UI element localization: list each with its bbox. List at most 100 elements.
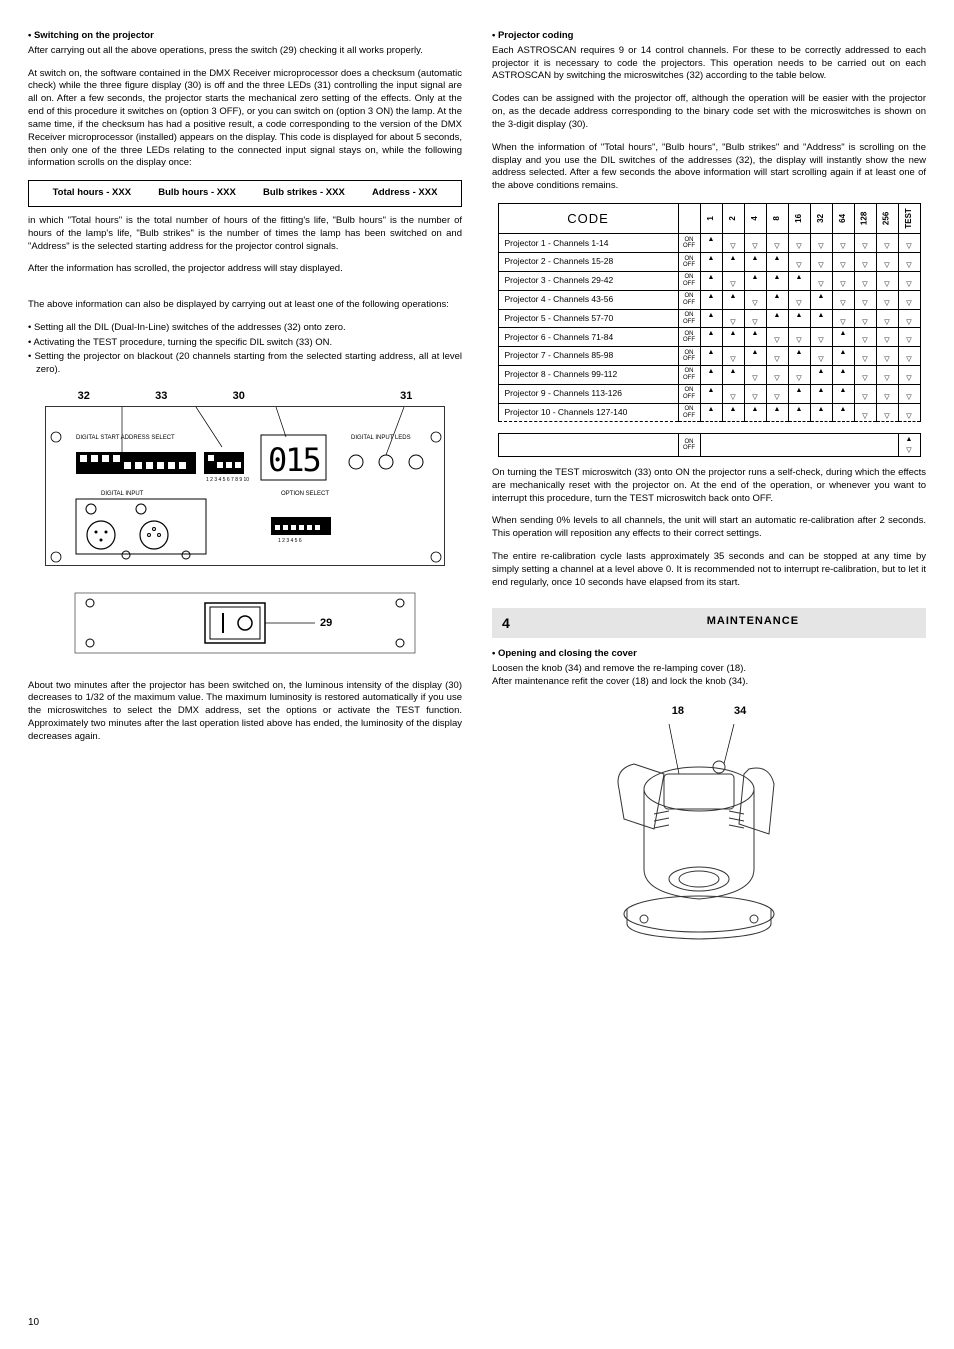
dip-cell (810, 384, 832, 403)
dip-cell (854, 403, 876, 422)
section-header-maintenance: 4 MAINTENANCE (492, 608, 926, 639)
dip-cell (832, 384, 854, 403)
dip-cell (744, 403, 766, 422)
dip-cell (766, 328, 788, 347)
para: After maintenance refit the cover (18) a… (492, 676, 926, 689)
callout-33: 33 (155, 389, 167, 404)
dip-cell (898, 328, 920, 347)
dip-cell (898, 403, 920, 422)
dip-cell (722, 253, 744, 272)
list-item: Setting the projector on blackout (20 ch… (28, 351, 462, 377)
callout-32: 32 (78, 389, 90, 404)
dip-cell (876, 272, 898, 291)
dip-cell (876, 234, 898, 253)
dip-cell (854, 272, 876, 291)
dip-cell (788, 366, 810, 385)
para: After the information has scrolled, the … (28, 263, 462, 276)
dip-cell (766, 290, 788, 309)
dip-cell (722, 366, 744, 385)
dip-cell (876, 347, 898, 366)
dip-cell (722, 290, 744, 309)
switch-diagram: 29 (45, 583, 445, 668)
table-row-label: Projector 5 - Channels 57-70 (498, 309, 678, 328)
table-row-label: Projector 3 - Channels 29-42 (498, 272, 678, 291)
dip-cell (854, 328, 876, 347)
dip-cell (766, 309, 788, 328)
table-row-label: Projector 2 - Channels 15-28 (498, 253, 678, 272)
para: When the information of "Total hours", "… (492, 142, 926, 193)
info-item: Address - XXX (372, 187, 437, 200)
para: The entire re-calibration cycle lasts ap… (492, 551, 926, 589)
device-illustration: 18 34 (492, 704, 926, 954)
dip-cell (854, 309, 876, 328)
dip-cell (832, 403, 854, 422)
dip-cell (766, 347, 788, 366)
control-panel-diagram: 32 33 30 31 DIGITAL START ADDRESS SELECT… (45, 389, 445, 571)
dip-cell (876, 290, 898, 309)
dip-cell (744, 253, 766, 272)
dip-cell (700, 328, 722, 347)
dip-cell (722, 309, 744, 328)
dip-cell (854, 290, 876, 309)
dip-cell (766, 403, 788, 422)
list-item: Setting all the DIL (Dual-In-Line) switc… (28, 322, 462, 335)
dip-cell (898, 253, 920, 272)
dip-cell (832, 347, 854, 366)
table-row-label: Projector 9 - Channels 113-126 (498, 384, 678, 403)
dip-cell (810, 366, 832, 385)
dip-cell (854, 234, 876, 253)
section-title: MAINTENANCE (590, 614, 916, 633)
dip-cell (876, 384, 898, 403)
dip-cell (832, 253, 854, 272)
dip-cell (832, 290, 854, 309)
dip-cell (898, 272, 920, 291)
dip-cell (876, 366, 898, 385)
dip-cell (744, 234, 766, 253)
svg-text:OPTION SELECT: OPTION SELECT (281, 491, 329, 497)
callout-18: 18 (672, 704, 684, 719)
dip-cell (744, 366, 766, 385)
dip-cell (744, 384, 766, 403)
dip-cell (832, 234, 854, 253)
dip-cell (700, 290, 722, 309)
dip-cell (766, 234, 788, 253)
table-row-label: Projector 10 - Channels 127-140 (498, 403, 678, 422)
info-item: Total hours - XXX (53, 187, 131, 200)
dip-cell (810, 403, 832, 422)
callout-31: 31 (400, 389, 412, 404)
para: The above information can also be displa… (28, 299, 462, 312)
left-column: • Switching on the projector After carry… (28, 30, 462, 1316)
dip-cell (832, 328, 854, 347)
page-number: 10 (28, 1316, 926, 1330)
dip-cell (788, 272, 810, 291)
dip-cell (722, 347, 744, 366)
dip-cell (788, 328, 810, 347)
dip-cell (832, 366, 854, 385)
svg-text:1 2 3 4 5 6 7 8 9 10: 1 2 3 4 5 6 7 8 9 10 (206, 477, 249, 483)
para: When sending 0% levels to all channels, … (492, 515, 926, 541)
dip-cell (766, 253, 788, 272)
para: Codes can be assigned with the projector… (492, 93, 926, 131)
table-row-label: Projector 7 - Channels 85-98 (498, 347, 678, 366)
dip-cell (898, 290, 920, 309)
para: in which "Total hours" is the total numb… (28, 215, 462, 253)
code-header: CODE (498, 203, 678, 234)
dip-cell (788, 253, 810, 272)
panel-svg: DIGITAL START ADDRESS SELECT DIGITAL INP… (45, 406, 445, 566)
table-row-label: Projector 8 - Channels 99-112 (498, 366, 678, 385)
info-item: Bulb hours - XXX (158, 187, 236, 200)
dip-cell (700, 366, 722, 385)
dip-cell (744, 347, 766, 366)
dip-cell (898, 234, 920, 253)
bullet-list: Setting all the DIL (Dual-In-Line) switc… (28, 322, 462, 377)
dip-cell (744, 309, 766, 328)
svg-text:1 2 3 4 5 6: 1 2 3 4 5 6 (278, 538, 302, 544)
dip-cell (766, 384, 788, 403)
dip-cell (722, 384, 744, 403)
dip-cell (810, 290, 832, 309)
svg-text:29: 29 (320, 617, 332, 629)
dip-cell (788, 234, 810, 253)
dip-cell (898, 347, 920, 366)
dip-cell (854, 347, 876, 366)
table-row-label: Projector 4 - Channels 43-56 (498, 290, 678, 309)
